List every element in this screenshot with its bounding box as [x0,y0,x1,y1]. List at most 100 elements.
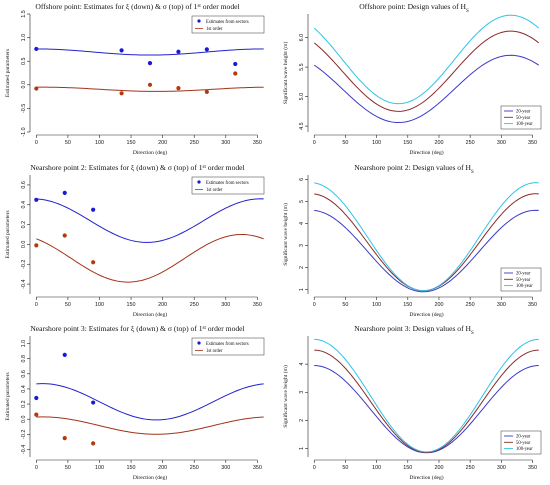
y-tick-label: 3 [299,244,305,247]
y-tick-label: 5.0 [299,93,305,101]
y-tick-label: 0.0 [21,81,27,89]
x-tick-label: 50 [65,465,71,471]
series-line-4 [36,233,264,283]
y-tick-label: 0.0 [21,415,27,423]
x-tick-label: 150 [127,302,136,308]
y-tick-label: 5.5 [299,63,305,71]
series-line-3 [36,48,264,56]
chart-title-main: Nearshore point 3: Design values of H [354,324,471,333]
x-tick-label: 150 [403,140,412,146]
y-tick-label: 1.5 [21,10,27,18]
chart-title-subscript: S [471,170,474,175]
chart-title: Nearshore point 2: Estimates for ξ (down… [30,163,244,172]
y-tick-label: 3 [299,391,305,394]
x-tick-label: 50 [342,465,348,471]
x-tick-label: 200 [158,140,167,146]
data-point [34,243,39,248]
x-tick-label: 200 [434,465,443,471]
data-point [204,47,209,52]
y-axis-label: Significant wave height (m) [282,203,289,266]
chart-title: Offshore point: Design values of HS [359,2,469,14]
chart-title-superscript: st [203,326,207,331]
chart-panel-3: Nearshore point 2: Estimates for ξ (down… [5,163,265,318]
data-point [119,91,124,96]
data-point [91,441,96,446]
data-point [119,48,124,53]
chart-panel-4: Nearshore point 2: Design values of HS 0 5… [282,163,542,318]
y-tick-label: 4.5 [299,122,305,130]
x-tick-label: 100 [372,302,381,308]
x-tick-label: 250 [190,302,199,308]
x-tick-label: 250 [190,140,199,146]
x-tick-label: 150 [403,302,412,308]
y-tick-label: 0.6 [21,181,27,189]
legend-label: Estimates from sectors [206,342,249,347]
legend-box [191,15,265,34]
y-tick-label: 0.0 [21,241,27,249]
x-tick-label: 100 [372,465,381,471]
x-axis-label: Direction (deg) [409,149,443,156]
x-tick-label: 100 [95,140,104,146]
x-tick-label: 100 [95,465,104,471]
data-point [147,82,153,87]
data-point [233,71,238,76]
legend-label: Estimates from sectors [206,20,249,25]
y-tick-label: 1 [299,288,305,291]
chart-panel-2: Offshore point: Design values of HS 0 50 10… [282,2,542,156]
x-tick-label: 350 [528,140,537,146]
y-tick-label: 1.0 [21,340,27,348]
legend-box [191,337,265,356]
x-tick-label: 300 [497,140,506,146]
legend-box [191,176,265,195]
legend-label: 20-year [516,272,531,277]
legend-point-marker [197,341,201,345]
x-tick-label: 250 [466,465,475,471]
chart-title-main: Nearshore point 2: Design values of H [354,163,471,172]
series-line-2 [314,349,539,454]
data-point [91,207,96,212]
chart-title-subscript: S [471,331,474,336]
x-tick-label: 250 [466,140,475,146]
y-tick-label: 0.5 [21,57,27,64]
data-point [176,49,181,54]
x-tick-label: 50 [342,140,348,146]
y-tick-label: 6 [299,178,305,181]
x-tick-label: 350 [253,140,262,146]
legend-label: 1st order [206,349,223,354]
data-point [34,395,39,401]
y-axis-label: Estimated parameters [5,210,11,258]
x-tick-label: 0 [35,302,38,308]
x-tick-label: 150 [403,465,412,471]
series-line-3 [314,338,539,453]
x-tick-label: 150 [127,140,136,146]
x-tick-label: 300 [221,140,230,146]
y-tick-label: 2 [299,419,305,422]
series-line-1 [314,209,539,293]
x-axis-label: Direction (deg) [409,311,443,318]
legend-point-marker [197,19,201,23]
chart-title-main: Offshore point: Design values of H [359,2,466,11]
y-tick-label: -0.5 [21,104,27,113]
x-tick-label: 0 [313,140,316,146]
series-line-2 [313,30,540,112]
data-point [233,61,238,67]
y-tick-label: -0.4 [21,279,27,288]
legend-label: 20-year [516,435,531,440]
chart-title-subscript: S [466,9,469,14]
x-tick-label: 100 [372,140,381,146]
x-tick-label: 0 [313,465,316,471]
legend-label: 50-year [516,441,531,446]
chart-title-main: Nearshore point 2: Estimates for ξ (down… [30,163,202,172]
y-axis-label: Estimated parameters [5,372,11,420]
x-tick-label: 300 [497,465,506,471]
x-tick-label: 300 [497,302,506,308]
chart-title: Nearshore point 3: Design values of HS [354,324,474,336]
y-tick-label: 4 [299,363,305,366]
x-tick-label: 50 [65,302,71,308]
x-tick-label: 250 [466,302,475,308]
plot-area [314,338,539,454]
chart-title-superscript: st [197,4,201,9]
chart-panel-5: Nearshore point 3: Estimates for ξ (down… [5,324,265,481]
legend-label: 100-year [516,447,533,452]
chart-title: Nearshore point 3: Estimates for ξ (down… [30,324,244,333]
